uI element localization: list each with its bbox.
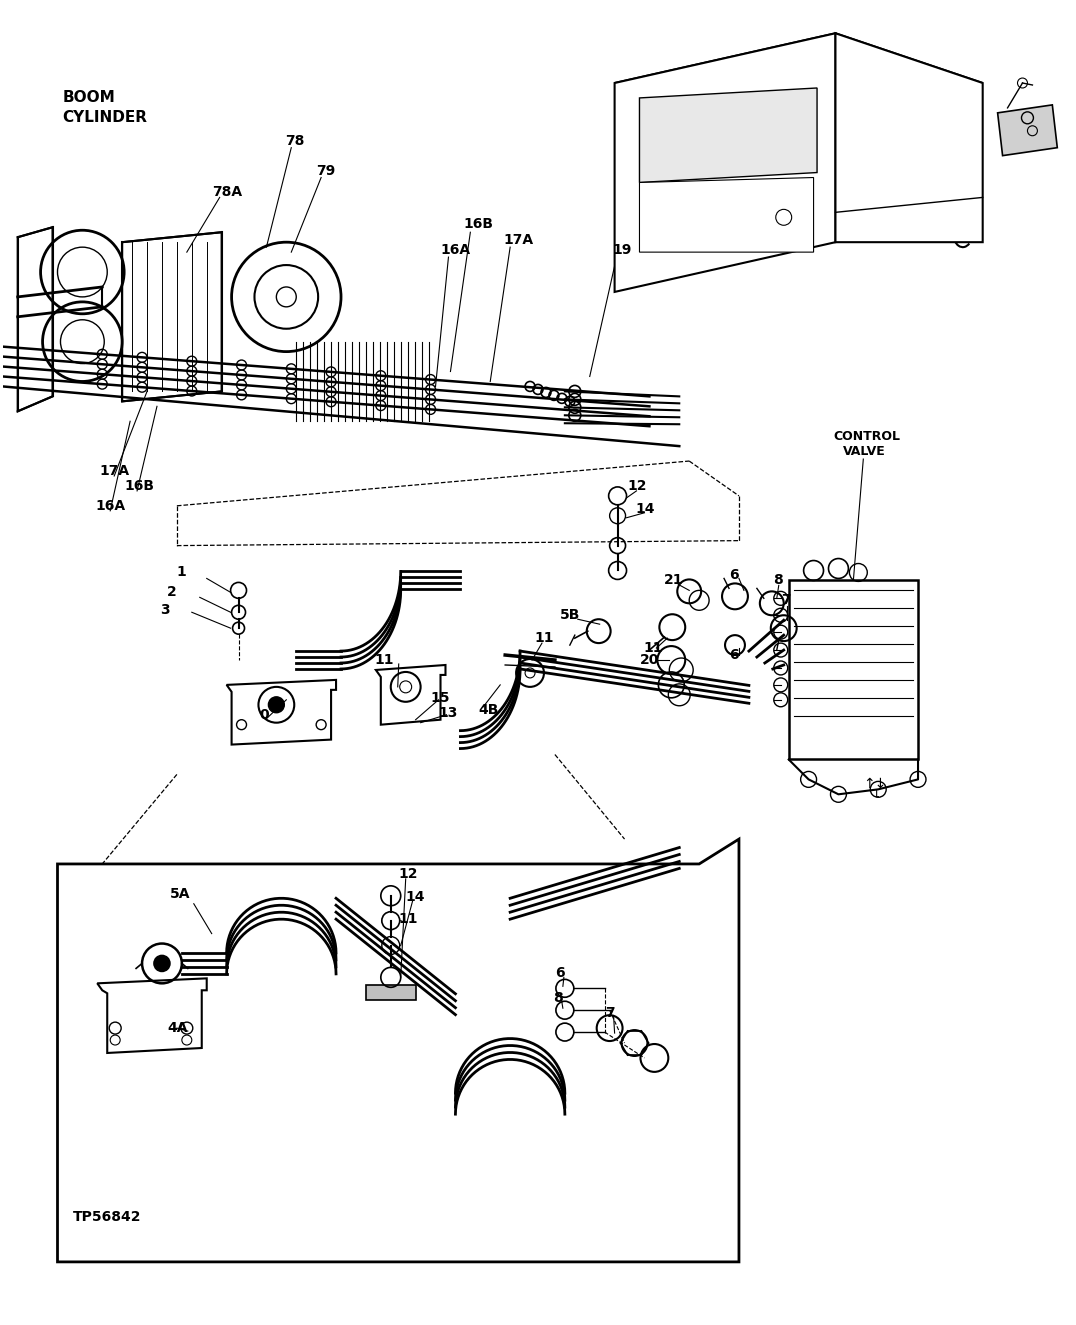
Text: CONTROL: CONTROL bbox=[834, 429, 901, 443]
Text: 11: 11 bbox=[534, 631, 553, 645]
Text: 5A: 5A bbox=[170, 886, 190, 901]
Text: 16B: 16B bbox=[124, 478, 154, 493]
Text: 12: 12 bbox=[627, 478, 647, 493]
Text: 19: 19 bbox=[612, 244, 632, 257]
Text: 15: 15 bbox=[430, 690, 450, 705]
Text: 20: 20 bbox=[639, 653, 659, 666]
Text: 6: 6 bbox=[730, 568, 738, 583]
Text: 16A: 16A bbox=[96, 498, 126, 513]
Polygon shape bbox=[17, 228, 53, 411]
Text: 11: 11 bbox=[399, 912, 419, 926]
Text: 7: 7 bbox=[605, 1006, 614, 1020]
Text: 8: 8 bbox=[553, 991, 563, 1006]
Polygon shape bbox=[97, 978, 207, 1053]
Text: 0: 0 bbox=[259, 708, 269, 722]
Text: 4B: 4B bbox=[479, 702, 498, 717]
Text: 1: 1 bbox=[874, 790, 880, 799]
Text: 5B: 5B bbox=[560, 608, 580, 623]
Polygon shape bbox=[376, 665, 445, 725]
Text: CYLINDER: CYLINDER bbox=[62, 110, 147, 126]
Text: 13: 13 bbox=[439, 706, 458, 719]
Polygon shape bbox=[614, 33, 835, 292]
Polygon shape bbox=[835, 33, 982, 242]
Text: 6: 6 bbox=[555, 966, 565, 980]
Text: VALVE: VALVE bbox=[844, 445, 887, 457]
Text: 16A: 16A bbox=[440, 244, 470, 257]
Text: 3: 3 bbox=[160, 603, 170, 617]
Text: 7: 7 bbox=[781, 594, 791, 607]
Text: 8: 8 bbox=[773, 574, 782, 587]
Text: 78: 78 bbox=[285, 134, 305, 147]
Text: 21: 21 bbox=[664, 574, 684, 587]
Text: 2: 2 bbox=[167, 586, 176, 599]
Text: 14: 14 bbox=[406, 890, 425, 904]
Text: 12: 12 bbox=[399, 867, 419, 881]
Text: 11: 11 bbox=[643, 641, 663, 655]
Text: 17A: 17A bbox=[99, 464, 129, 478]
Text: 6: 6 bbox=[730, 648, 738, 662]
Text: 1: 1 bbox=[176, 566, 186, 579]
Polygon shape bbox=[123, 232, 222, 401]
Text: 4A: 4A bbox=[167, 1022, 187, 1035]
Polygon shape bbox=[614, 33, 982, 132]
Polygon shape bbox=[227, 680, 336, 745]
Text: 11: 11 bbox=[374, 653, 394, 666]
Text: BOOM: BOOM bbox=[62, 90, 115, 106]
Polygon shape bbox=[639, 178, 813, 252]
Polygon shape bbox=[639, 87, 817, 183]
Circle shape bbox=[268, 697, 284, 713]
Polygon shape bbox=[997, 105, 1058, 155]
Text: 17A: 17A bbox=[504, 233, 534, 248]
Text: 14: 14 bbox=[636, 502, 655, 515]
Polygon shape bbox=[57, 839, 739, 1261]
Text: 78A: 78A bbox=[212, 186, 242, 200]
Circle shape bbox=[154, 955, 170, 971]
Text: 16B: 16B bbox=[464, 217, 494, 232]
Polygon shape bbox=[366, 986, 415, 1000]
Text: ↑↓: ↑↓ bbox=[863, 778, 887, 791]
Text: 79: 79 bbox=[316, 163, 336, 178]
Text: TP56842: TP56842 bbox=[72, 1210, 141, 1224]
Polygon shape bbox=[789, 580, 918, 759]
